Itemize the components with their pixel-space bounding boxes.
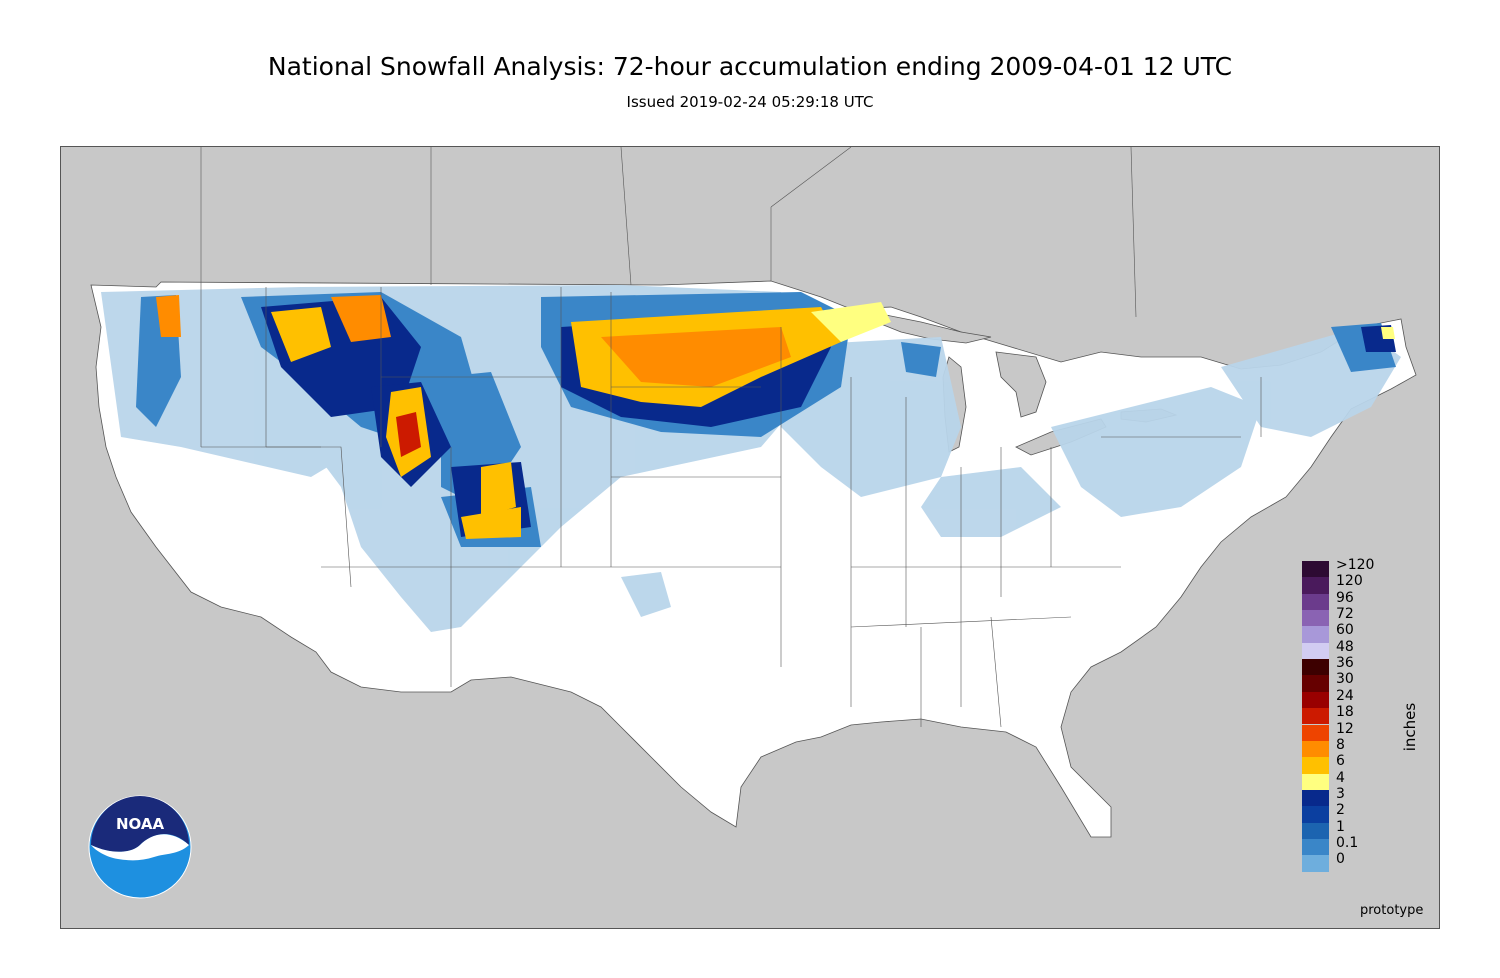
legend-label: 48 (1336, 640, 1354, 654)
legend-label: 6 (1336, 754, 1345, 768)
legend-label: 120 (1336, 574, 1363, 588)
legend-swatch (1302, 643, 1329, 659)
legend-swatch (1302, 790, 1329, 806)
legend-swatch (1302, 757, 1329, 773)
legend-swatch (1302, 675, 1329, 691)
legend-label: >120 (1336, 558, 1374, 572)
legend-swatch (1302, 806, 1329, 822)
legend-swatch (1302, 692, 1329, 708)
legend-swatch (1302, 594, 1329, 610)
legend-label: 18 (1336, 705, 1354, 719)
legend-label: 72 (1336, 607, 1354, 621)
legend-label: 60 (1336, 623, 1354, 637)
legend-swatch (1302, 823, 1329, 839)
map-canvas (61, 147, 1440, 929)
legend-label: 1 (1336, 820, 1345, 834)
legend-swatch (1302, 774, 1329, 790)
map-subtitle: Issued 2019-02-24 05:29:18 UTC (0, 93, 1500, 111)
legend-label: 2 (1336, 803, 1345, 817)
legend-swatch (1302, 610, 1329, 626)
legend-swatch (1302, 577, 1329, 593)
legend-label: 24 (1336, 689, 1354, 703)
legend-label: 8 (1336, 738, 1345, 752)
legend-swatch (1302, 659, 1329, 675)
legend-label: 3 (1336, 787, 1345, 801)
legend-units: inches (1401, 697, 1419, 757)
legend-label: 0 (1336, 852, 1345, 866)
legend-swatch (1302, 855, 1329, 871)
map-title: National Snowfall Analysis: 72-hour accu… (0, 52, 1500, 81)
legend-swatch (1302, 725, 1329, 741)
legend-label: 30 (1336, 672, 1354, 686)
prototype-label: prototype (1360, 903, 1423, 918)
legend-label: 4 (1336, 771, 1345, 785)
legend-swatch (1302, 708, 1329, 724)
legend-swatch (1302, 839, 1329, 855)
legend-label: 36 (1336, 656, 1354, 670)
snowfall-map[interactable] (60, 146, 1440, 929)
legend-label: 12 (1336, 722, 1354, 736)
legend-label: 0.1 (1336, 836, 1358, 850)
legend-swatch (1302, 561, 1329, 577)
legend-swatch (1302, 626, 1329, 642)
noaa-logo-text: NOAA (116, 815, 165, 833)
legend-swatch (1302, 741, 1329, 757)
legend-label: 96 (1336, 591, 1354, 605)
noaa-logo: NOAA (88, 795, 192, 899)
